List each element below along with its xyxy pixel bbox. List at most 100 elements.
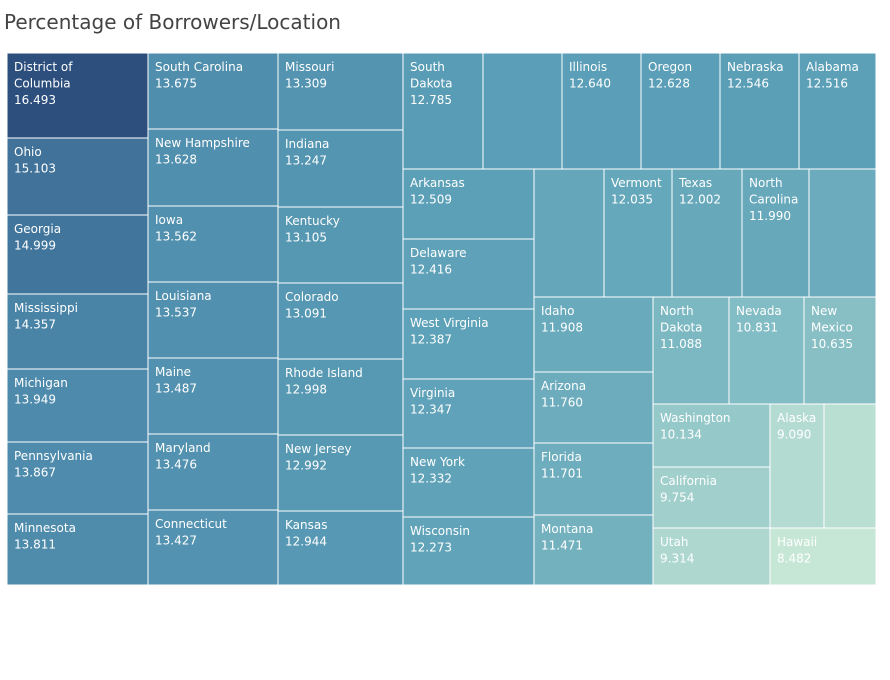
cell-california[interactable]: California 9.754 [652,466,771,529]
cell-value-vermont: 12.035 [611,193,653,207]
cell-rect-hawaii[interactable] [769,527,877,586]
cell-value-connecticut: 13.427 [155,534,197,548]
cell-value-new-mexico: 10.635 [811,337,853,351]
cell-arizona[interactable]: Arizona 11.760 [533,371,654,444]
cell-nevada[interactable]: Nevada 10.831 [728,296,805,405]
cell-rect-texas[interactable] [671,168,743,298]
cell-rect-california[interactable] [652,466,771,529]
cell-rect-new-york[interactable] [402,447,535,518]
cell-rect-south-dakota[interactable] [402,52,484,170]
cell-alaska[interactable]: Alaska 9.090 [769,403,825,529]
cell-oregon[interactable]: Oregon 12.628 [640,52,721,170]
cell-rect-nevada[interactable] [728,296,805,405]
cell-maine[interactable]: Maine 13.487 [147,357,279,435]
cell-rect-unlabeled-37[interactable] [808,168,877,298]
cell-michigan[interactable]: Michigan 13.949 [6,368,149,443]
cell-arkansas[interactable]: Arkansas 12.509 [402,168,535,240]
cell-rect-utah[interactable] [652,527,771,586]
cell-rect-district-of-columbia[interactable] [6,52,149,139]
cell-rect-florida[interactable] [533,442,654,516]
cell-hawaii[interactable]: Hawaii 8.482 [769,527,877,586]
cell-alabama[interactable]: Alabama 12.516 [798,52,877,170]
cell-name-alaska: Alaska [777,411,816,425]
cell-rect-idaho[interactable] [533,296,654,373]
cell-rect-rhode-island[interactable] [277,358,404,436]
cell-rect-missouri[interactable] [277,52,404,131]
cell-district-of-columbia[interactable]: District of Columbia 16.493 [6,52,149,139]
cell-rect-maine[interactable] [147,357,279,435]
cell-rect-virginia[interactable] [402,378,535,449]
cell-minnesota[interactable]: Minnesota 13.811 [6,513,149,586]
cell-rect-unlabeled-33[interactable] [533,168,605,298]
cell-mississippi[interactable]: Mississippi 14.357 [6,293,149,370]
cell-rect-connecticut[interactable] [147,509,279,586]
cell-rect-west-virginia[interactable] [402,308,535,380]
cell-rect-alabama[interactable] [798,52,877,170]
cell-rect-kentucky[interactable] [277,206,404,284]
cell-west-virginia[interactable]: West Virginia 12.387 [402,308,535,380]
cell-montana[interactable]: Montana 11.471 [533,514,654,586]
cell-rect-south-carolina[interactable] [147,52,279,130]
cell-rect-iowa[interactable] [147,205,279,283]
cell-rect-indiana[interactable] [277,129,404,208]
cell-unlabeled-48[interactable] [823,403,877,529]
cell-south-dakota[interactable]: South Dakota 12.785 [402,52,484,170]
cell-indiana[interactable]: Indiana 13.247 [277,129,404,208]
cell-kentucky[interactable]: Kentucky 13.105 [277,206,404,284]
cell-value-maryland: 13.476 [155,458,197,472]
cell-rect-mississippi[interactable] [6,293,149,370]
cell-delaware[interactable]: Delaware 12.416 [402,238,535,310]
cell-rhode-island[interactable]: Rhode Island 12.998 [277,358,404,436]
cell-texas[interactable]: Texas 12.002 [671,168,743,298]
cell-connecticut[interactable]: Connecticut 13.427 [147,509,279,586]
cell-nebraska[interactable]: Nebraska 12.546 [719,52,800,170]
cell-rect-north-carolina[interactable] [741,168,810,298]
cell-rect-colorado[interactable] [277,282,404,360]
cell-rect-ohio[interactable] [6,137,149,216]
cell-wisconsin[interactable]: Wisconsin 12.273 [402,516,535,586]
cell-north-dakota[interactable]: North Dakota 11.088 [652,296,730,405]
cell-rect-alaska[interactable] [769,403,825,529]
cell-value-utah: 9.314 [660,552,694,566]
cell-rect-unlabeled-48[interactable] [823,403,877,529]
cell-rect-illinois[interactable] [561,52,642,170]
cell-pennsylvania[interactable]: Pennsylvania 13.867 [6,441,149,515]
cell-colorado[interactable]: Colorado 13.091 [277,282,404,360]
cell-south-carolina[interactable]: South Carolina 13.675 [147,52,279,130]
cell-idaho[interactable]: Idaho 11.908 [533,296,654,373]
cell-rect-washington[interactable] [652,403,771,468]
cell-rect-new-jersey[interactable] [277,434,404,512]
cell-utah[interactable]: Utah 9.314 [652,527,771,586]
cell-illinois[interactable]: Illinois 12.640 [561,52,642,170]
cell-rect-unlabeled-22[interactable] [482,52,563,170]
cell-rect-montana[interactable] [533,514,654,586]
cell-rect-georgia[interactable] [6,214,149,295]
cell-louisiana[interactable]: Louisiana 13.537 [147,281,279,359]
cell-new-jersey[interactable]: New Jersey 12.992 [277,434,404,512]
cell-virginia[interactable]: Virginia 12.347 [402,378,535,449]
cell-rect-vermont[interactable] [603,168,673,298]
cell-florida[interactable]: Florida 11.701 [533,442,654,516]
cell-new-mexico[interactable]: New Mexico 10.635 [803,296,877,405]
cell-kansas[interactable]: Kansas 12.944 [277,510,404,586]
cell-north-carolina[interactable]: North Carolina 11.990 [741,168,810,298]
cell-unlabeled-37[interactable] [808,168,877,298]
cell-rect-new-mexico[interactable] [803,296,877,405]
cell-rect-minnesota[interactable] [6,513,149,586]
cell-iowa[interactable]: Iowa 13.562 [147,205,279,283]
cell-georgia[interactable]: Georgia 14.999 [6,214,149,295]
cell-ohio[interactable]: Ohio 15.103 [6,137,149,216]
cell-unlabeled-22[interactable] [482,52,563,170]
cell-rect-new-hampshire[interactable] [147,128,279,207]
cell-unlabeled-33[interactable] [533,168,605,298]
cell-new-york[interactable]: New York 12.332 [402,447,535,518]
cell-rect-kansas[interactable] [277,510,404,586]
cell-rect-nebraska[interactable] [719,52,800,170]
cell-missouri[interactable]: Missouri 13.309 [277,52,404,131]
cell-maryland[interactable]: Maryland 13.476 [147,433,279,511]
cell-vermont[interactable]: Vermont 12.035 [603,168,673,298]
cell-rect-oregon[interactable] [640,52,721,170]
cell-washington[interactable]: Washington 10.134 [652,403,771,468]
cell-new-hampshire[interactable]: New Hampshire 13.628 [147,128,279,207]
cell-rect-maryland[interactable] [147,433,279,511]
